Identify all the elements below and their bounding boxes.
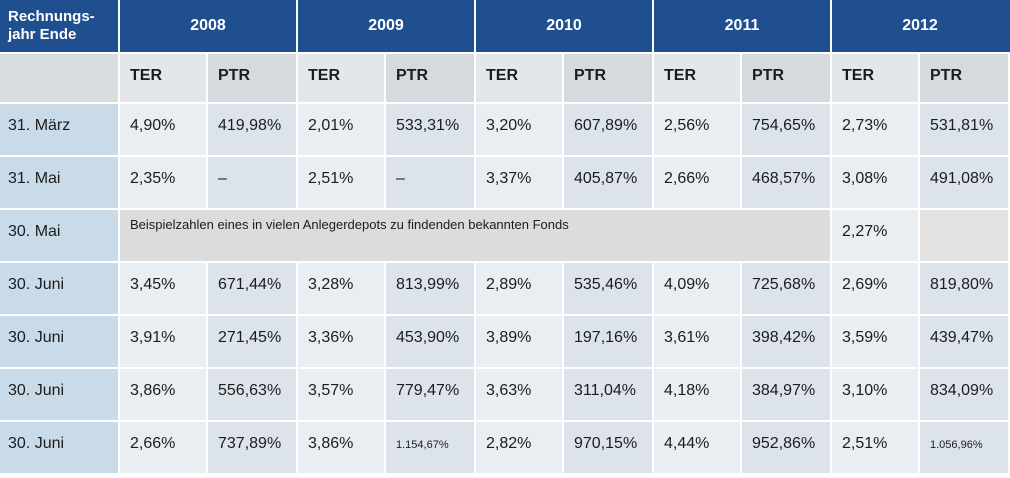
- ter-cell: 2,51%: [832, 420, 920, 473]
- ptr-header: PTR: [208, 52, 298, 102]
- row-date: 30. Juni: [0, 420, 120, 473]
- ter-cell: 3,86%: [298, 420, 386, 473]
- ptr-cell: 754,65%: [742, 102, 832, 155]
- ter-header: TER: [832, 52, 920, 102]
- ter-cell: 4,90%: [120, 102, 208, 155]
- ptr-cell: 535,46%: [564, 261, 654, 314]
- ter-header: TER: [476, 52, 564, 102]
- ptr-header: PTR: [564, 52, 654, 102]
- row-date: 30. Juni: [0, 314, 120, 367]
- ter-cell: 2,35%: [120, 155, 208, 208]
- ter-cell: 3,63%: [476, 367, 564, 420]
- ter-cell: 2,73%: [832, 102, 920, 155]
- row-date: 31. Mai: [0, 155, 120, 208]
- year-header: 2009: [298, 0, 476, 52]
- ter-cell: 2,51%: [298, 155, 386, 208]
- ptr-cell: 491,08%: [920, 155, 1010, 208]
- ptr-cell: 384,97%: [742, 367, 832, 420]
- ter-cell: 2,69%: [832, 261, 920, 314]
- ptr-cell: 725,68%: [742, 261, 832, 314]
- ptr-cell: 607,89%: [564, 102, 654, 155]
- ptr-cell: 533,31%: [386, 102, 476, 155]
- ptr-header: PTR: [386, 52, 476, 102]
- ter-cell: 4,44%: [654, 420, 742, 473]
- year-header: 2011: [654, 0, 832, 52]
- ptr-header: PTR: [742, 52, 832, 102]
- ptr-cell: 1.056,96%: [920, 420, 1010, 473]
- table-row: 31. März 4,90% 419,98% 2,01% 533,31% 3,2…: [0, 102, 1010, 155]
- ptr-cell: 419,98%: [208, 102, 298, 155]
- ptr-cell: [920, 208, 1010, 261]
- ter-cell: 3,57%: [298, 367, 386, 420]
- ter-cell: 3,20%: [476, 102, 564, 155]
- ptr-cell: 398,42%: [742, 314, 832, 367]
- ter-cell: 4,18%: [654, 367, 742, 420]
- ter-cell: 3,86%: [120, 367, 208, 420]
- ptr-cell: 405,87%: [564, 155, 654, 208]
- year-header: 2010: [476, 0, 654, 52]
- ter-cell: 3,45%: [120, 261, 208, 314]
- ter-cell: 3,89%: [476, 314, 564, 367]
- row-date: 30. Juni: [0, 367, 120, 420]
- ter-header: TER: [298, 52, 386, 102]
- ptr-cell: 952,86%: [742, 420, 832, 473]
- ter-cell: 3,08%: [832, 155, 920, 208]
- ptr-cell: 468,57%: [742, 155, 832, 208]
- year-header: 2012: [832, 0, 1010, 52]
- row-date: 30. Mai: [0, 208, 120, 261]
- ter-cell: 3,36%: [298, 314, 386, 367]
- ter-cell: 2,89%: [476, 261, 564, 314]
- ter-cell: 3,28%: [298, 261, 386, 314]
- year-header: 2008: [120, 0, 298, 52]
- ter-cell: 3,10%: [832, 367, 920, 420]
- table-row: 30. Mai Beispielzahlen eines in vielen A…: [0, 208, 1010, 261]
- ter-cell: 3,91%: [120, 314, 208, 367]
- ptr-cell: 531,81%: [920, 102, 1010, 155]
- row-date: 31. März: [0, 102, 120, 155]
- year-header-row: Rechnungs-jahr Ende 2008 2009 2010 2011 …: [0, 0, 1010, 52]
- ter-cell: 2,01%: [298, 102, 386, 155]
- ter-cell: 4,09%: [654, 261, 742, 314]
- ptr-cell: 439,47%: [920, 314, 1010, 367]
- ptr-cell: 197,16%: [564, 314, 654, 367]
- corner-label: Rechnungs-jahr Ende: [0, 0, 120, 52]
- empty-header-cell: [0, 52, 120, 102]
- ptr-cell: 453,90%: [386, 314, 476, 367]
- ter-header: TER: [654, 52, 742, 102]
- ptr-cell: 819,80%: [920, 261, 1010, 314]
- ter-cell: 2,56%: [654, 102, 742, 155]
- ter-cell: 2,66%: [654, 155, 742, 208]
- table-row: 30. Juni 2,66% 737,89% 3,86% 1.154,67% 2…: [0, 420, 1010, 473]
- ptr-cell: 834,09%: [920, 367, 1010, 420]
- ter-header: TER: [120, 52, 208, 102]
- row-date: 30. Juni: [0, 261, 120, 314]
- ptr-cell: 779,47%: [386, 367, 476, 420]
- ter-cell: 2,82%: [476, 420, 564, 473]
- ter-cell: 3,37%: [476, 155, 564, 208]
- ptr-cell: 271,45%: [208, 314, 298, 367]
- ptr-cell: 970,15%: [564, 420, 654, 473]
- table-row: 30. Juni 3,86% 556,63% 3,57% 779,47% 3,6…: [0, 367, 1010, 420]
- ptr-cell: 671,44%: [208, 261, 298, 314]
- ptr-cell: 737,89%: [208, 420, 298, 473]
- table-row: 31. Mai 2,35% – 2,51% – 3,37% 405,87% 2,…: [0, 155, 1010, 208]
- ter-cell: 3,59%: [832, 314, 920, 367]
- table-row: 30. Juni 3,91% 271,45% 3,36% 453,90% 3,8…: [0, 314, 1010, 367]
- ptr-cell: 1.154,67%: [386, 420, 476, 473]
- table-row: 30. Juni 3,45% 671,44% 3,28% 813,99% 2,8…: [0, 261, 1010, 314]
- ptr-cell: 556,63%: [208, 367, 298, 420]
- ptr-header: PTR: [920, 52, 1010, 102]
- ptr-cell: 311,04%: [564, 367, 654, 420]
- ptr-cell: –: [208, 155, 298, 208]
- ter-cell: 2,27%: [832, 208, 920, 261]
- ter-cell: 3,61%: [654, 314, 742, 367]
- example-note: Beispielzahlen eines in vielen Anlegerde…: [120, 208, 832, 261]
- ptr-cell: –: [386, 155, 476, 208]
- ter-cell: 2,66%: [120, 420, 208, 473]
- ptr-cell: 813,99%: [386, 261, 476, 314]
- metric-header-row: TER PTR TER PTR TER PTR TER PTR TER PTR: [0, 52, 1010, 102]
